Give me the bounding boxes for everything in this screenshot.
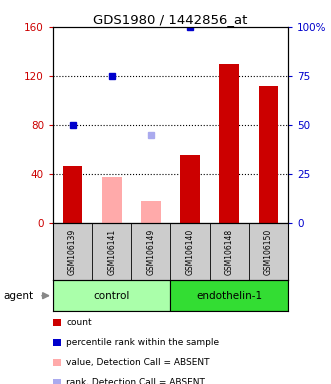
Text: GSM106141: GSM106141 bbox=[107, 228, 116, 275]
Text: GSM106148: GSM106148 bbox=[225, 228, 234, 275]
Bar bbox=[170, 280, 288, 311]
Title: GDS1980 / 1442856_at: GDS1980 / 1442856_at bbox=[93, 13, 248, 26]
Text: GSM106139: GSM106139 bbox=[68, 228, 77, 275]
Text: GSM106149: GSM106149 bbox=[146, 228, 155, 275]
Text: GSM106140: GSM106140 bbox=[186, 228, 195, 275]
Bar bbox=[53, 280, 170, 311]
Text: endothelin-1: endothelin-1 bbox=[196, 291, 262, 301]
Bar bbox=[63, 166, 82, 223]
Text: percentile rank within the sample: percentile rank within the sample bbox=[66, 338, 219, 347]
Bar bbox=[180, 156, 200, 223]
Text: value, Detection Call = ABSENT: value, Detection Call = ABSENT bbox=[66, 358, 210, 367]
Text: rank, Detection Call = ABSENT: rank, Detection Call = ABSENT bbox=[66, 378, 205, 384]
Text: count: count bbox=[66, 318, 92, 327]
Bar bbox=[219, 64, 239, 223]
Text: control: control bbox=[94, 291, 130, 301]
Text: GSM106150: GSM106150 bbox=[264, 228, 273, 275]
Bar bbox=[102, 177, 121, 223]
Text: agent: agent bbox=[3, 291, 33, 301]
Bar bbox=[141, 201, 161, 223]
Bar bbox=[259, 86, 278, 223]
